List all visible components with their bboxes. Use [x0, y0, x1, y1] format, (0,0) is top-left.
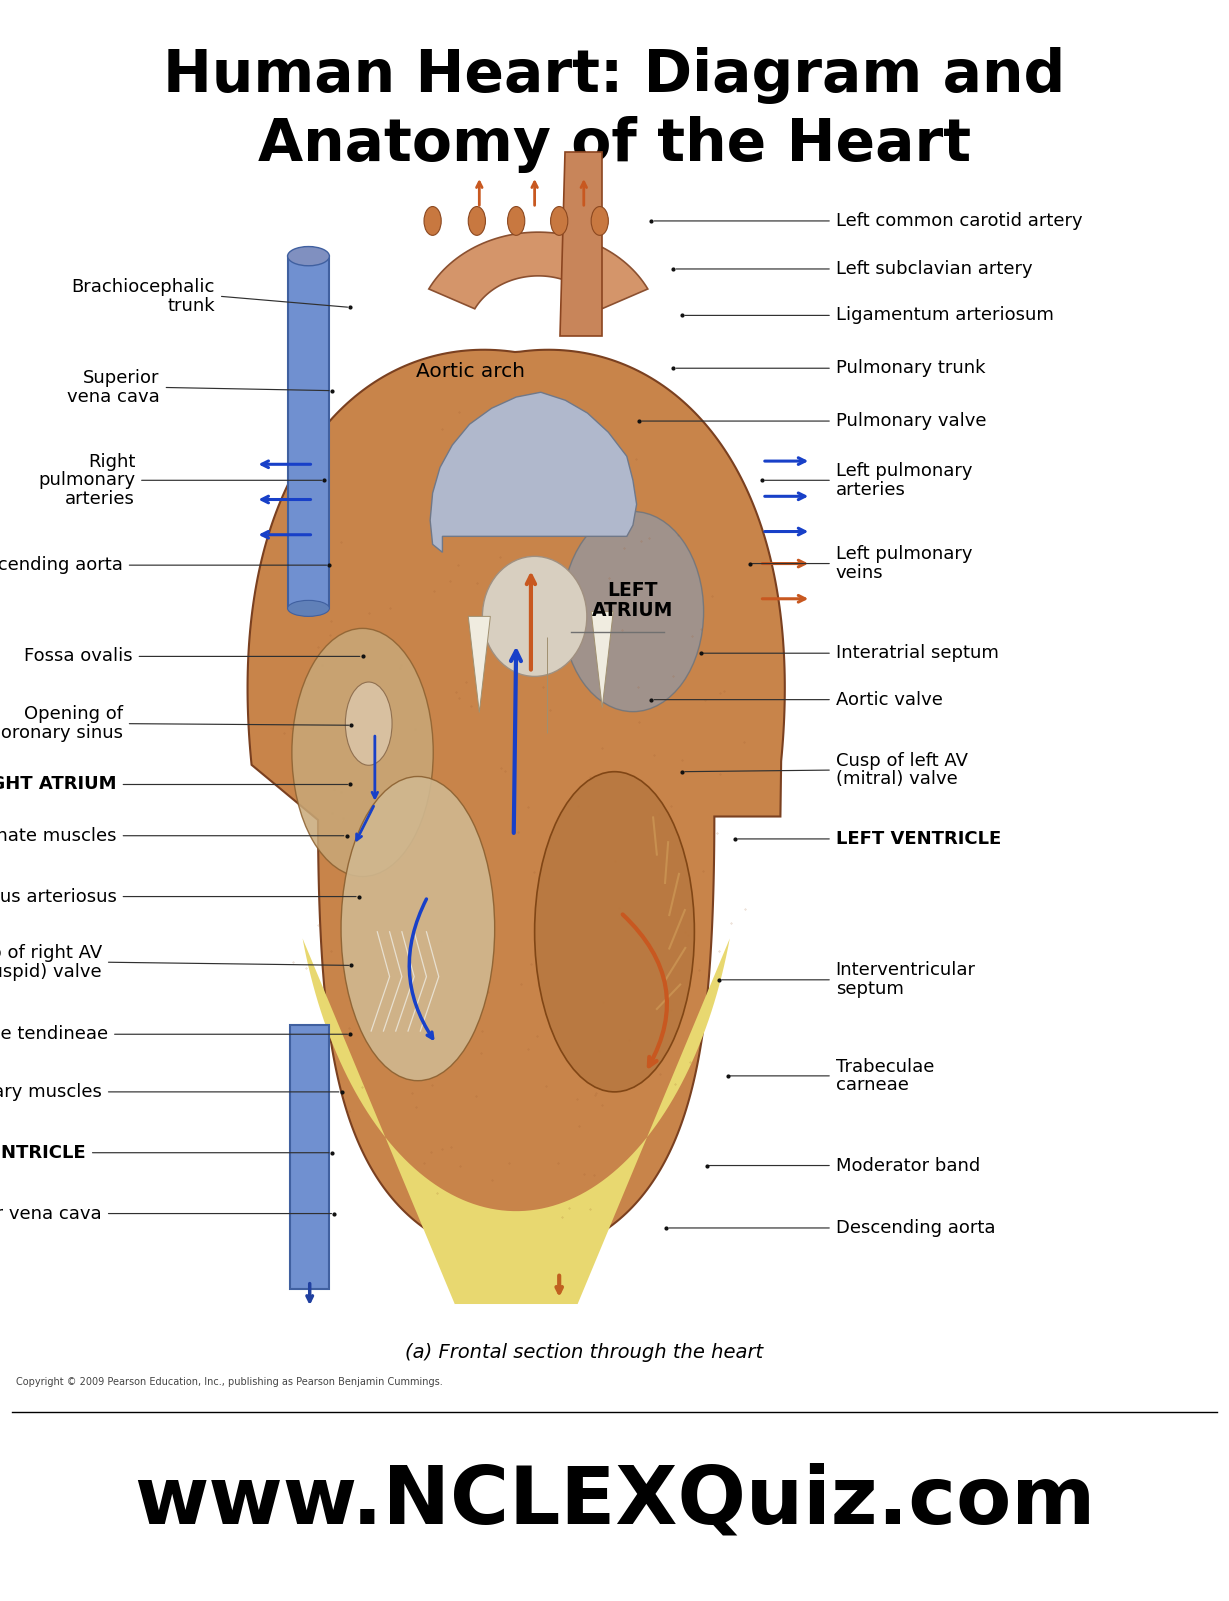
Polygon shape	[429, 232, 648, 309]
Polygon shape	[560, 152, 602, 336]
Ellipse shape	[563, 512, 703, 711]
Text: Pulmonary trunk: Pulmonary trunk	[836, 359, 986, 378]
Text: Cusp of left AV
(mitral) valve: Cusp of left AV (mitral) valve	[836, 752, 967, 788]
Polygon shape	[247, 349, 785, 1257]
Text: Conus arteriosus: Conus arteriosus	[0, 887, 117, 906]
Text: Ascending aorta: Ascending aorta	[0, 556, 123, 575]
Text: Descending aorta: Descending aorta	[836, 1218, 995, 1238]
Text: Papillary muscles: Papillary muscles	[0, 1082, 102, 1101]
Text: Pectinate muscles: Pectinate muscles	[0, 826, 117, 845]
Text: Right
pulmonary
arteries: Right pulmonary arteries	[38, 453, 135, 508]
Text: Aortic valve: Aortic valve	[836, 690, 943, 709]
Ellipse shape	[508, 207, 525, 235]
Ellipse shape	[293, 628, 434, 876]
Ellipse shape	[424, 207, 441, 235]
Ellipse shape	[535, 772, 694, 1092]
Text: Interatrial septum: Interatrial septum	[836, 644, 999, 663]
Ellipse shape	[342, 776, 494, 1081]
Text: (a) Frontal section through the heart: (a) Frontal section through the heart	[404, 1343, 763, 1362]
Text: LEFT
ATRIUM: LEFT ATRIUM	[592, 581, 673, 620]
Text: Anatomy of the Heart: Anatomy of the Heart	[258, 115, 971, 173]
Text: Left common carotid artery: Left common carotid artery	[836, 211, 1083, 231]
Text: Inferior vena cava: Inferior vena cava	[0, 1204, 102, 1223]
Text: RIGHT VENTRICLE: RIGHT VENTRICLE	[0, 1143, 86, 1162]
Polygon shape	[468, 616, 490, 712]
Text: Left subclavian artery: Left subclavian artery	[836, 259, 1032, 279]
Ellipse shape	[288, 247, 329, 266]
Text: Copyright © 2009 Pearson Education, Inc., publishing as Pearson Benjamin Cumming: Copyright © 2009 Pearson Education, Inc.…	[16, 1377, 442, 1386]
Text: Left pulmonary
arteries: Left pulmonary arteries	[836, 463, 972, 498]
Ellipse shape	[288, 600, 329, 616]
Text: www.NCLEXQuiz.com: www.NCLEXQuiz.com	[134, 1463, 1095, 1540]
Ellipse shape	[591, 207, 608, 235]
Text: LEFT VENTRICLE: LEFT VENTRICLE	[836, 829, 1000, 849]
Ellipse shape	[345, 682, 392, 765]
Text: RIGHT ATRIUM: RIGHT ATRIUM	[0, 775, 117, 794]
Text: Human Heart: Diagram and: Human Heart: Diagram and	[163, 46, 1066, 104]
Polygon shape	[288, 256, 329, 608]
Text: Opening of
coronary sinus: Opening of coronary sinus	[0, 706, 123, 741]
Polygon shape	[430, 392, 637, 552]
Ellipse shape	[482, 556, 587, 676]
Ellipse shape	[468, 207, 485, 235]
Text: Moderator band: Moderator band	[836, 1156, 980, 1175]
Polygon shape	[591, 612, 613, 708]
Text: Fossa ovalis: Fossa ovalis	[25, 647, 133, 666]
Text: Trabeculae
carneae: Trabeculae carneae	[836, 1058, 934, 1093]
Text: Brachiocephalic
trunk: Brachiocephalic trunk	[71, 279, 215, 314]
Polygon shape	[302, 938, 730, 1303]
Text: Cusp of right AV
(tricuspid) valve: Cusp of right AV (tricuspid) valve	[0, 945, 102, 980]
Ellipse shape	[551, 207, 568, 235]
Text: Superior
vena cava: Superior vena cava	[68, 370, 160, 405]
Text: Chordae tendineae: Chordae tendineae	[0, 1025, 108, 1044]
Text: Ligamentum arteriosum: Ligamentum arteriosum	[836, 306, 1053, 325]
Text: Pulmonary valve: Pulmonary valve	[836, 411, 986, 431]
Text: Aortic arch: Aortic arch	[417, 362, 525, 381]
Text: Interventricular
septum: Interventricular septum	[836, 962, 976, 997]
Polygon shape	[290, 1025, 329, 1289]
Text: Left pulmonary
veins: Left pulmonary veins	[836, 546, 972, 581]
